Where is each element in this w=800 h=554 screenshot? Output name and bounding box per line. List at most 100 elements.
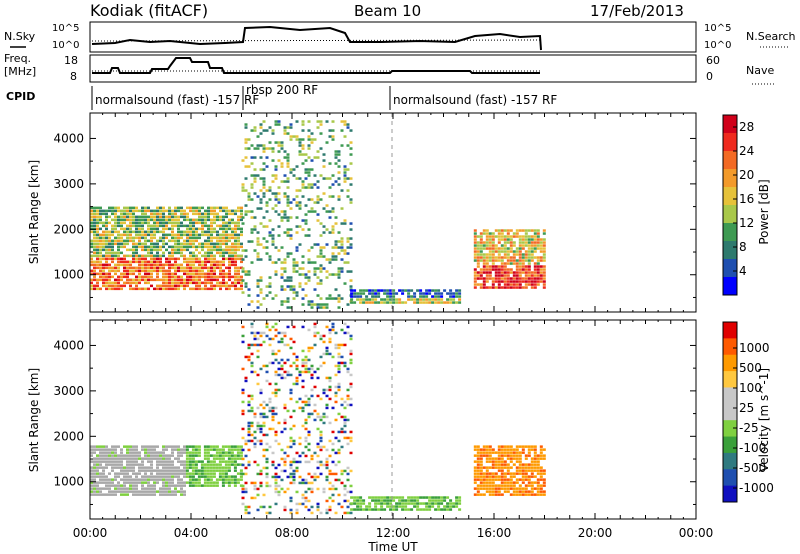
data-cell xyxy=(274,123,278,126)
data-cell xyxy=(90,448,93,451)
data-cell xyxy=(123,239,126,243)
data-cell xyxy=(212,463,216,466)
data-cell xyxy=(147,221,150,225)
data-cell xyxy=(207,218,210,222)
data-cell xyxy=(533,460,537,463)
data-cell xyxy=(479,283,483,286)
data-cell xyxy=(117,472,120,475)
data-cell xyxy=(416,289,420,292)
data-cell xyxy=(274,165,278,168)
data-cell xyxy=(219,236,222,240)
data-cell xyxy=(262,144,266,147)
data-cell xyxy=(346,436,350,440)
data-cell xyxy=(349,246,353,249)
data-cell xyxy=(96,221,99,225)
data-cell xyxy=(241,496,245,500)
data-cell xyxy=(90,254,93,258)
data-cell xyxy=(250,183,254,186)
data-cell xyxy=(162,469,165,472)
data-cell xyxy=(231,248,234,252)
data-cell xyxy=(346,252,350,255)
data-cell xyxy=(383,289,387,292)
data-cell xyxy=(206,445,210,448)
data-cell xyxy=(250,343,254,347)
data-cell xyxy=(334,156,338,159)
data-cell xyxy=(518,457,522,460)
data-cell xyxy=(512,490,516,493)
data-cell xyxy=(346,394,350,398)
data-cell xyxy=(407,499,411,502)
data-cell xyxy=(343,120,347,123)
data-cell xyxy=(283,174,287,177)
data-cell xyxy=(337,439,341,443)
data-cell xyxy=(334,373,338,377)
data-cell xyxy=(509,472,513,475)
data-cell xyxy=(150,269,153,273)
data-cell xyxy=(503,283,507,286)
data-cell xyxy=(93,239,96,243)
data-cell xyxy=(524,238,528,241)
data-cell xyxy=(186,245,189,249)
data-cell xyxy=(413,292,417,295)
data-cell xyxy=(216,212,219,216)
data-cell xyxy=(96,463,99,466)
data-cell xyxy=(219,260,222,264)
data-cell xyxy=(476,472,480,475)
data-cell xyxy=(250,228,254,231)
data-cell xyxy=(334,394,338,398)
data-cell xyxy=(111,239,114,243)
data-cell xyxy=(99,275,102,279)
data-cell xyxy=(96,245,99,249)
data-cell xyxy=(316,219,320,222)
data-cell xyxy=(392,301,396,304)
data-cell xyxy=(292,288,296,291)
data-cell xyxy=(301,180,305,183)
data-cell xyxy=(298,225,302,228)
data-cell xyxy=(228,227,231,231)
data-cell xyxy=(485,478,489,481)
data-cell xyxy=(215,481,219,484)
data-cell xyxy=(180,284,183,288)
data-cell xyxy=(521,478,525,481)
data-cell xyxy=(194,481,198,484)
data-cell xyxy=(322,391,326,395)
data-cell xyxy=(521,238,525,241)
data-cell xyxy=(485,457,489,460)
data-cell xyxy=(539,238,543,241)
data-cell xyxy=(192,230,195,234)
data-cell xyxy=(237,275,240,279)
data-cell xyxy=(488,484,492,487)
data-cell xyxy=(156,275,159,279)
data-cell xyxy=(325,270,329,273)
data-cell xyxy=(135,209,138,213)
data-cell xyxy=(503,448,507,451)
data-cell xyxy=(262,433,266,437)
data-cell xyxy=(156,212,159,216)
data-cell xyxy=(343,361,347,365)
data-cell xyxy=(497,286,501,289)
data-cell xyxy=(138,481,141,484)
data-cell xyxy=(271,460,275,464)
data-cell xyxy=(518,472,522,475)
data-cell xyxy=(316,445,320,449)
data-cell xyxy=(446,505,450,508)
data-cell xyxy=(168,454,171,457)
data-cell xyxy=(449,295,453,298)
data-cell xyxy=(515,247,519,250)
data-cell xyxy=(222,278,225,282)
data-cell xyxy=(244,508,248,512)
data-cell xyxy=(349,334,353,338)
data-cell xyxy=(515,268,519,271)
data-cell xyxy=(207,236,210,240)
data-cell xyxy=(225,275,228,279)
data-cell xyxy=(216,218,219,222)
data-cell xyxy=(147,233,150,237)
data-cell xyxy=(225,242,228,246)
data-cell xyxy=(334,240,338,243)
data-cell xyxy=(99,260,102,264)
data-cell xyxy=(334,273,338,276)
data-cell xyxy=(542,265,546,268)
data-cell xyxy=(536,256,540,259)
data-cell xyxy=(485,484,489,487)
